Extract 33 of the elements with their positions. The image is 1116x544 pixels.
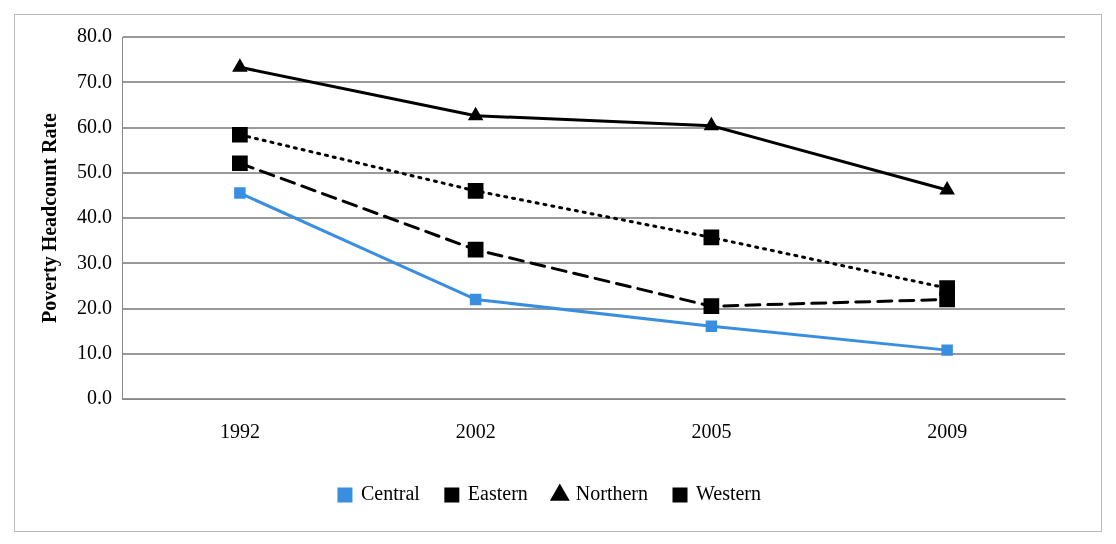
x-tick-label: 2005 <box>691 420 732 443</box>
point <box>234 187 246 199</box>
point <box>467 241 484 258</box>
point <box>469 293 482 306</box>
point <box>703 298 720 315</box>
y-tick-label: 10.0 <box>77 341 112 363</box>
y-tick-label: 40.0 <box>77 205 112 228</box>
point <box>705 320 718 332</box>
y-tick-label: 70.0 <box>77 69 112 92</box>
legend-label: Northern <box>575 482 649 505</box>
point <box>941 344 953 356</box>
point <box>939 280 955 296</box>
point <box>233 59 247 72</box>
point <box>468 108 483 121</box>
x-tick-label: 2009 <box>927 420 968 443</box>
legend-label: Western <box>696 482 762 505</box>
point <box>704 118 719 131</box>
point <box>232 155 248 172</box>
point <box>467 182 484 199</box>
legend-label: Eastern <box>467 482 528 505</box>
y-tick-label: 30.0 <box>77 250 112 273</box>
y-tick-label: 20.0 <box>77 295 112 318</box>
y-axis-title: Poverty Headcount Rate <box>38 112 62 323</box>
y-tick-label: 50.0 <box>77 160 112 182</box>
x-tick-label: 2002 <box>455 420 496 443</box>
point <box>232 126 248 143</box>
legend-label: Central <box>360 482 421 505</box>
y-tick-label: 80.0 <box>77 24 112 47</box>
point <box>703 229 720 246</box>
y-tick-label: 0.0 <box>87 386 112 409</box>
point <box>940 182 954 195</box>
x-tick-label: 1992 <box>219 420 260 443</box>
y-tick-label: 60.0 <box>77 114 112 137</box>
